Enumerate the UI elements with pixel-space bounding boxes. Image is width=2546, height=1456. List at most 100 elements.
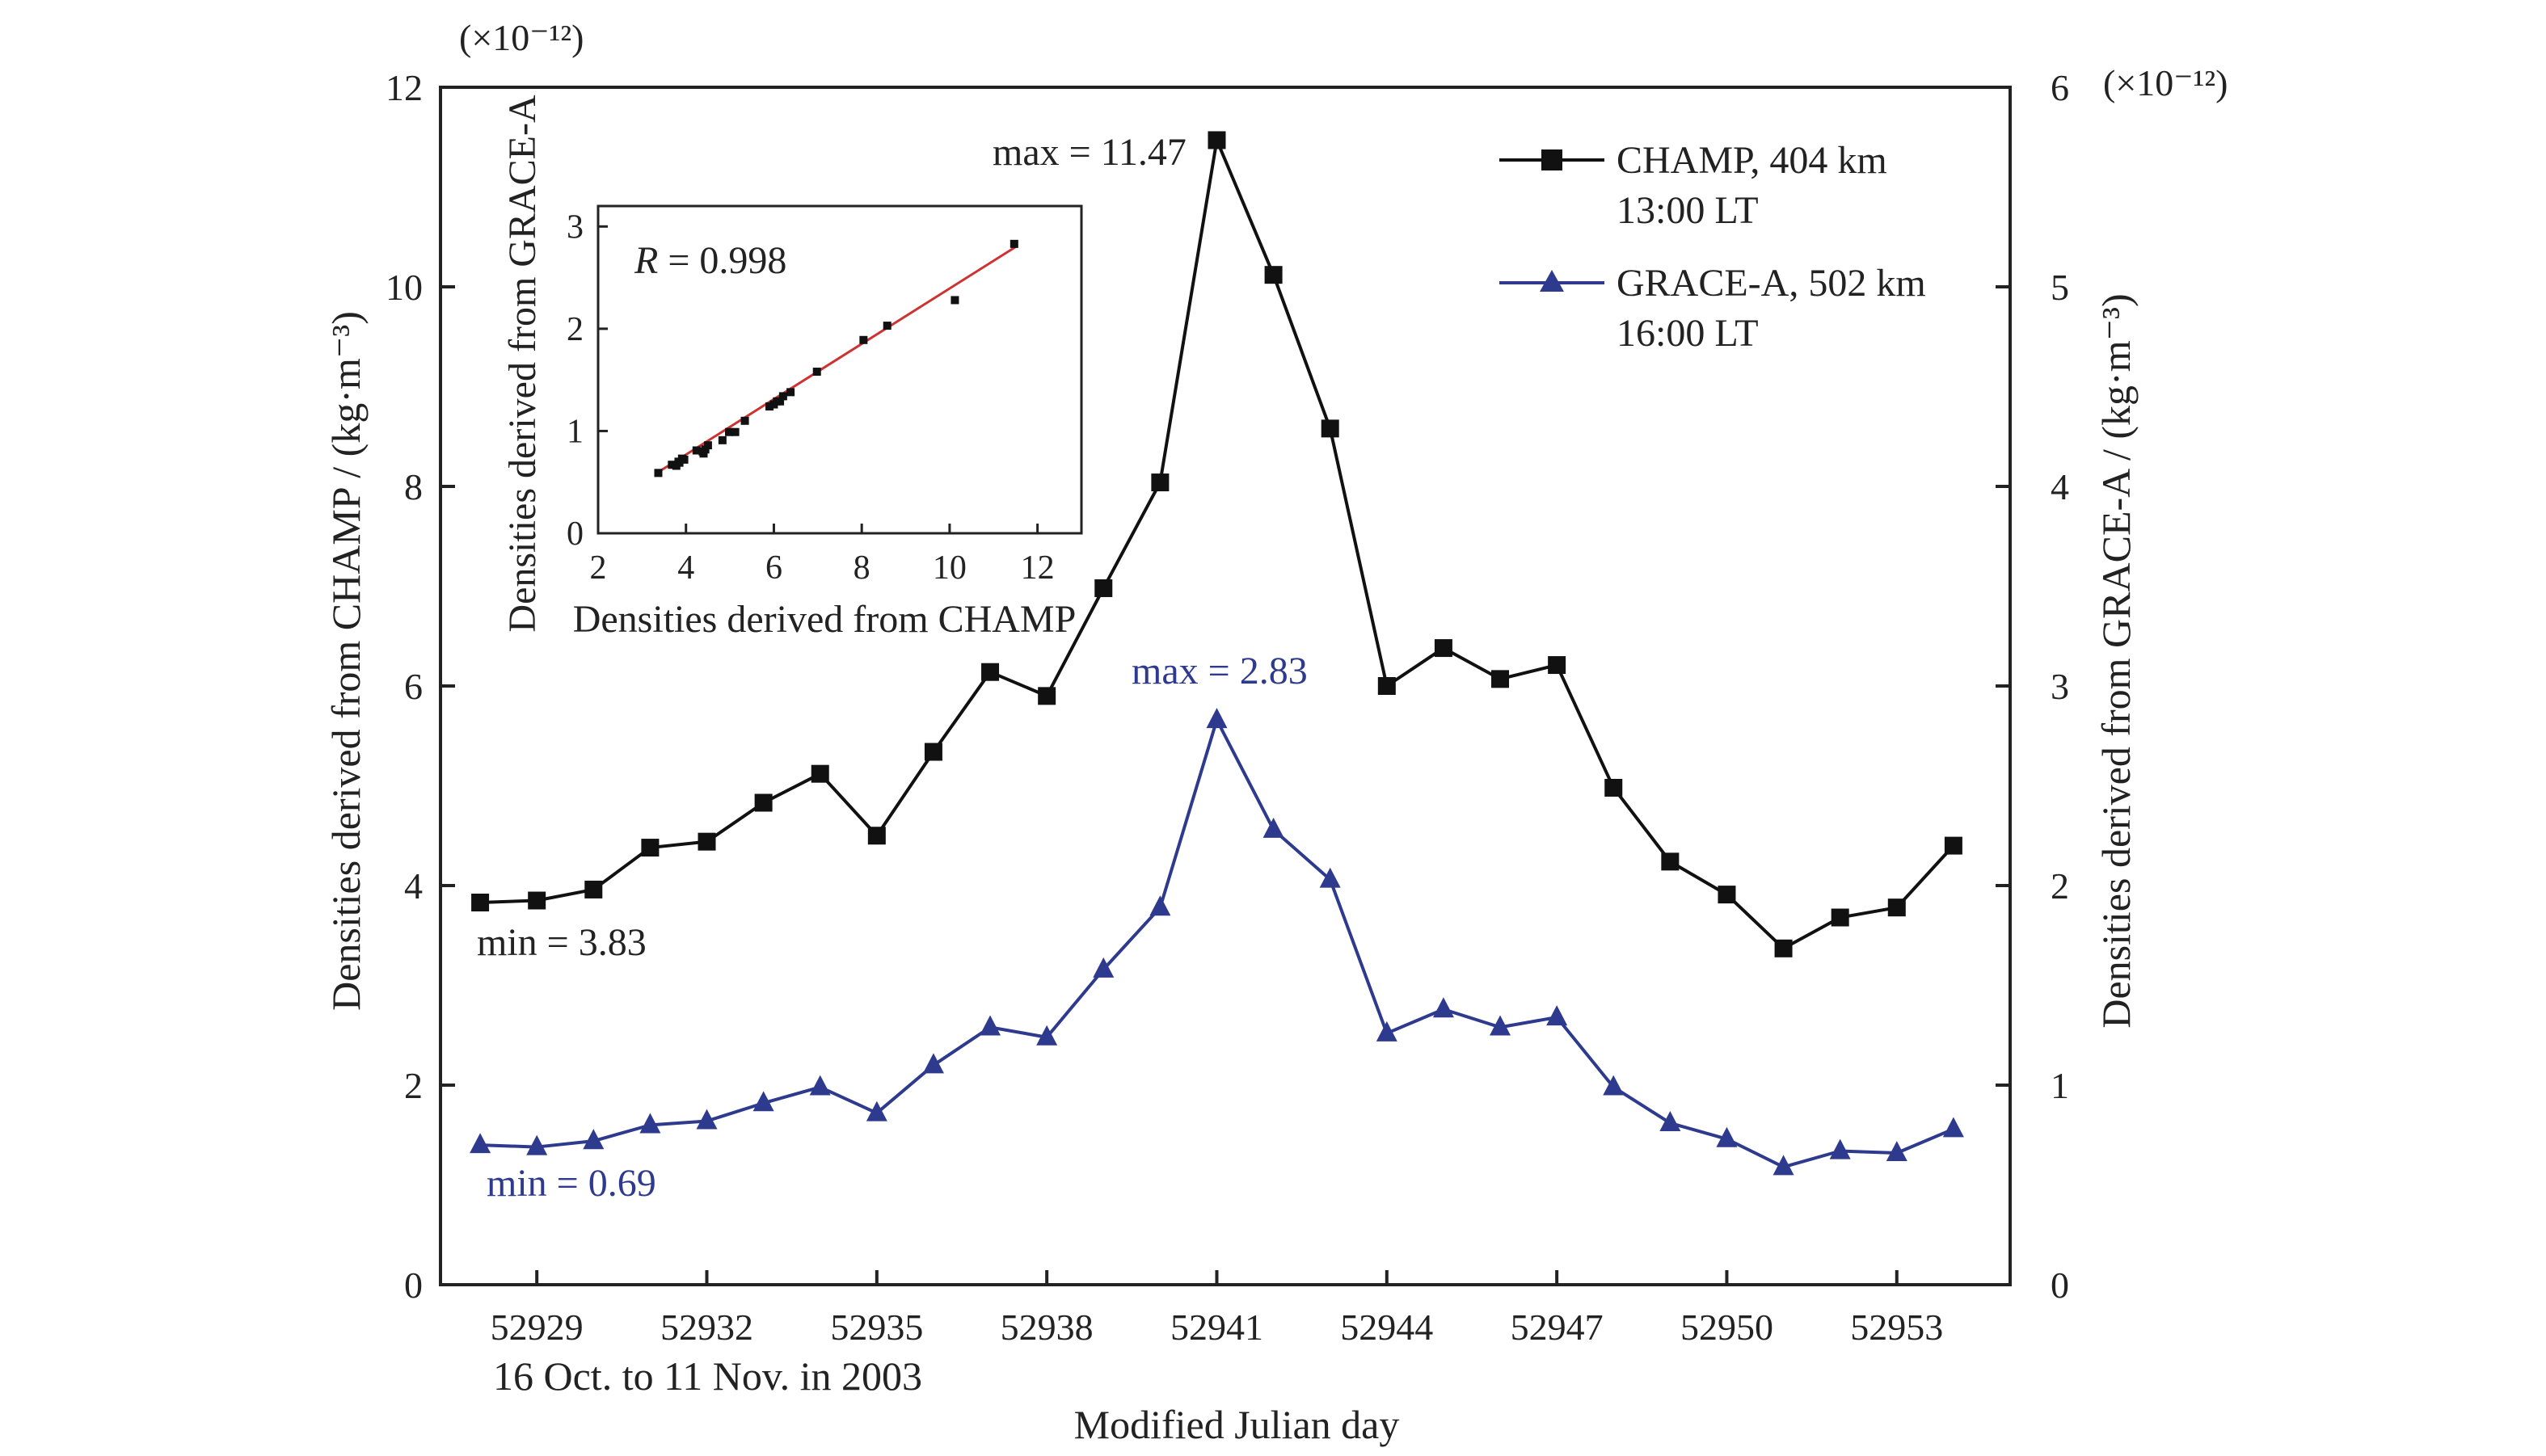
inset-x-tick-label: 4 (677, 549, 694, 587)
main-axis-ticks: 52929 52932 52935 52938 52941 52944 52947 52950… (386, 67, 2069, 1348)
left-y-tick-label: 0 (404, 1265, 423, 1306)
inset-y-tick-label: 0 (567, 515, 584, 553)
grace-data-point (639, 1113, 661, 1134)
grace-data-point (1149, 895, 1171, 916)
inset-data-point (731, 427, 740, 436)
grace-data-point (1093, 957, 1115, 978)
grace-data-point (1773, 1155, 1794, 1176)
x-tick-label: 52941 (1170, 1307, 1263, 1348)
left-axis-multiplier: (×10⁻¹²) (459, 17, 584, 58)
inset-x-axis-label: Densities derived from CHAMP (573, 598, 1077, 641)
grace-data-point (1262, 817, 1284, 838)
champ-data-point (1264, 266, 1283, 284)
grace-data-point (752, 1091, 774, 1112)
legend-grace-label: GRACE-A, 502 km (1617, 262, 1926, 305)
grace-data-point (980, 1015, 1001, 1036)
champ-data-point (1434, 639, 1452, 658)
grace-data-point (1376, 1020, 1397, 1042)
champ-data-point (1661, 852, 1680, 871)
grace-data-point (922, 1053, 944, 1074)
inset-data-point (692, 446, 701, 455)
inset-data-point (675, 458, 684, 467)
inset-data-point (786, 388, 795, 397)
grace-max-annotation: max = 2.83 (1132, 650, 1308, 692)
grace-data-point (1942, 1117, 1964, 1138)
champ-data-point (1491, 670, 1510, 688)
champ-data-point (641, 839, 660, 857)
champ-data-point (754, 793, 773, 812)
inset-fit-line (654, 246, 1017, 475)
grace-series-line (480, 717, 1954, 1169)
grace-data-point (1490, 1015, 1511, 1036)
inset-x-tick-label: 10 (933, 549, 967, 587)
left-y-tick-label: 4 (404, 865, 423, 907)
left-y-tick-label: 2 (404, 1065, 423, 1106)
grace-data-point (1546, 1005, 1568, 1026)
inset-x-tick-label: 2 (590, 549, 607, 587)
inset-data-point (740, 416, 749, 425)
champ-data-point (924, 743, 942, 761)
inset-data-point (951, 296, 959, 305)
inset-data-point (654, 469, 663, 478)
grace-data-point (866, 1100, 887, 1121)
inset-data-point (883, 322, 892, 330)
left-y-tick-label: 8 (404, 466, 423, 507)
champ-data-point (1038, 687, 1056, 705)
inset-data-point (718, 436, 727, 444)
legend-champ-label: CHAMP, 404 km (1617, 139, 1887, 182)
inset-x-tick-label: 12 (1021, 549, 1055, 587)
inset-y-axis-label: Densities derived from GRACE-A (501, 95, 544, 633)
champ-data-point (1548, 656, 1566, 675)
right-y-tick-label: 5 (2051, 267, 2069, 308)
legend: CHAMP, 404 km 13:00 LT GRACE-A, 502 km 1… (1499, 139, 1926, 355)
grace-data-point (1886, 1141, 1907, 1162)
grace-data-point (1829, 1138, 1851, 1159)
x-tick-label: 52944 (1340, 1307, 1433, 1348)
champ-min-annotation: min = 3.83 (477, 921, 647, 964)
champ-data-point (1321, 419, 1339, 438)
champ-data-point (1887, 898, 1906, 917)
inset-data-point (765, 402, 774, 411)
left-y-axis-label: Densities derived from CHAMP / (kg·m⁻³) (323, 311, 369, 1011)
x-axis-label: Modified Julian day (1074, 1402, 1400, 1447)
inset-data-point (680, 455, 689, 464)
inset-data-point (668, 461, 677, 469)
x-tick-label: 52938 (1001, 1307, 1094, 1348)
inset-data-point (776, 397, 785, 406)
right-y-tick-label: 1 (2051, 1065, 2069, 1106)
right-y-tick-label: 0 (2051, 1265, 2069, 1306)
inset-data-point (699, 449, 708, 458)
inset-y-tick-label: 1 (567, 413, 584, 450)
right-y-tick-label: 2 (2051, 865, 2069, 907)
champ-data-point (981, 663, 1000, 681)
left-y-tick-label: 10 (386, 267, 423, 308)
grace-data-point (1603, 1075, 1625, 1096)
inset-y-tick-label: 3 (567, 208, 584, 246)
right-y-tick-label: 3 (2051, 666, 2069, 707)
series-markers (470, 131, 1964, 1176)
grace-data-point (1319, 867, 1341, 888)
grace-data-point (696, 1109, 718, 1130)
grace-data-point (809, 1075, 831, 1096)
champ-data-point (1208, 131, 1226, 149)
right-y-tick-label: 6 (2051, 67, 2069, 108)
inset-data-point (701, 445, 710, 454)
x-tick-label: 52935 (830, 1307, 923, 1348)
champ-data-point (1604, 778, 1623, 797)
champ-data-point (1831, 908, 1849, 927)
champ-data-point (811, 764, 829, 783)
left-y-tick-label: 6 (404, 666, 423, 707)
inset-r-annotation: R = 0.998 (634, 239, 786, 282)
champ-data-point (698, 832, 716, 851)
champ-data-point (1718, 886, 1736, 904)
inset-data-point (703, 441, 712, 450)
x-tick-label: 52947 (1511, 1307, 1604, 1348)
grace-data-point (1659, 1111, 1681, 1132)
champ-data-point (1944, 836, 1962, 855)
champ-data-point (1774, 939, 1793, 957)
legend-champ-marker (1541, 149, 1562, 170)
x-axis-sublabel: 16 Oct. to 11 Nov. in 2003 (493, 1353, 922, 1399)
inset-data-point (725, 427, 734, 436)
